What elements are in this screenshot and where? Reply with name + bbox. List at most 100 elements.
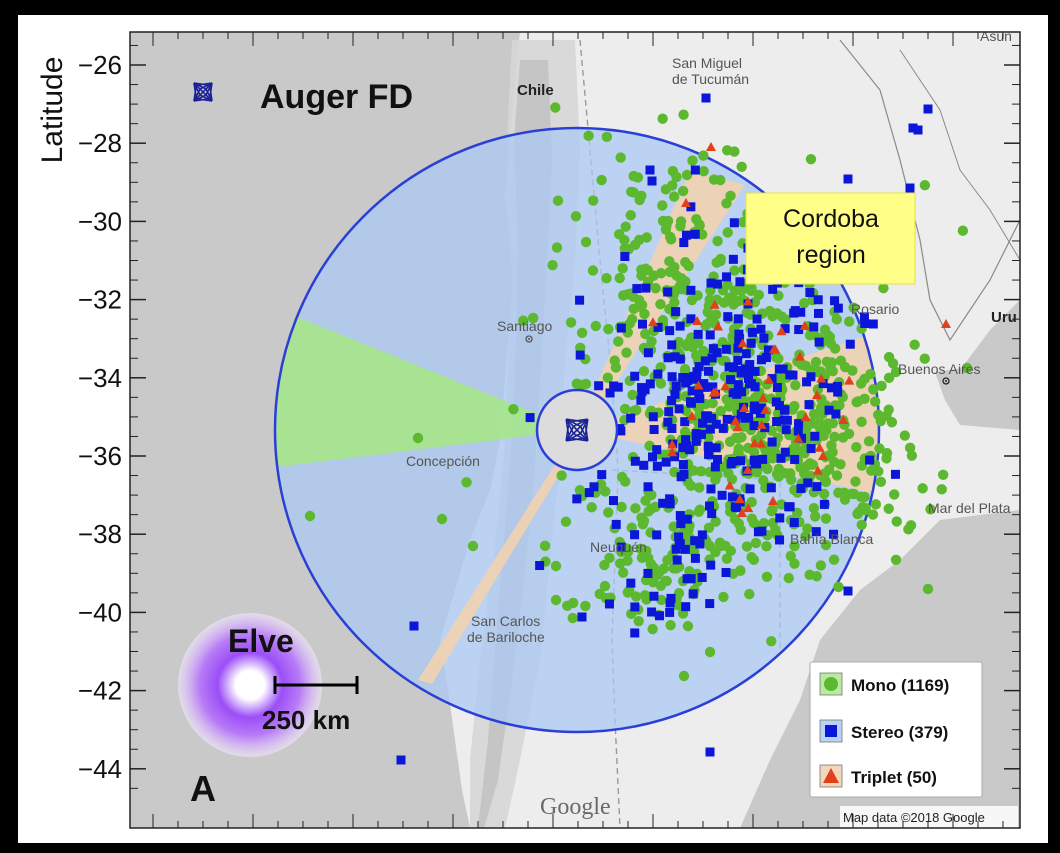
mono-event	[891, 516, 902, 527]
stereo-event	[643, 348, 653, 358]
mono-event	[726, 474, 738, 485]
stereo-event	[686, 314, 696, 324]
mono-event	[715, 405, 727, 417]
mono-event	[603, 507, 614, 518]
mono-event	[722, 227, 733, 238]
mono-event	[622, 555, 633, 566]
stereo-event	[637, 319, 647, 329]
stereo-event	[690, 553, 700, 563]
mono-event	[600, 486, 611, 497]
city-marker	[528, 338, 530, 340]
stereo-event	[695, 539, 705, 549]
mono-event	[874, 443, 885, 454]
stereo-event	[577, 612, 587, 622]
mono-event	[587, 265, 599, 276]
mono-event	[704, 294, 715, 305]
mono-event	[828, 554, 840, 565]
mono-event	[560, 516, 572, 527]
triplet-event	[776, 326, 787, 336]
mono-event	[648, 270, 660, 281]
mono-event	[694, 219, 705, 230]
mono-event	[790, 379, 801, 391]
stereo-event	[829, 529, 839, 539]
stereo-event	[833, 387, 843, 397]
mono-event	[678, 670, 690, 682]
mono-event	[744, 588, 755, 600]
stereo-event	[727, 492, 737, 502]
stereo-event	[826, 383, 836, 393]
mono-event	[508, 403, 519, 415]
mono-event	[646, 503, 657, 514]
title: Auger FD	[260, 78, 413, 116]
mono-event	[627, 389, 638, 401]
mono-event	[707, 397, 718, 409]
mono-event	[644, 440, 655, 452]
mono-event	[883, 404, 894, 415]
mono-event	[552, 195, 564, 206]
mono-event	[850, 476, 861, 487]
stereo-event	[683, 376, 693, 386]
mono-event	[680, 276, 691, 287]
mono-event	[571, 378, 582, 389]
y-tick-label: −30	[78, 206, 122, 236]
mono-event	[662, 554, 673, 566]
stereo-event	[649, 591, 659, 601]
stereo-event	[772, 382, 782, 392]
stereo-event	[686, 574, 696, 584]
stereo-event	[724, 362, 734, 372]
mono-event	[704, 540, 716, 552]
stereo-event	[803, 478, 813, 488]
mono-event	[800, 531, 811, 542]
stereo-event	[396, 755, 406, 765]
map-credit: Map data ©2018 Google	[843, 810, 985, 825]
stereo-event	[779, 405, 789, 415]
stereo-event	[890, 469, 900, 479]
stereo-event	[409, 621, 419, 631]
mono-event	[767, 453, 778, 464]
stereo-event	[923, 104, 933, 114]
mono-event	[820, 476, 832, 488]
stereo-event	[691, 429, 701, 439]
stereo-event	[706, 560, 716, 570]
stereo-event	[772, 417, 782, 427]
stereo-event	[868, 319, 878, 329]
mono-event	[688, 545, 700, 557]
stereo-event	[665, 607, 675, 617]
stereo-event	[736, 409, 746, 419]
stereo-event	[780, 447, 790, 457]
stereo-event	[713, 279, 723, 289]
mono-event	[919, 353, 930, 364]
mono-event	[889, 489, 900, 500]
mono-event	[637, 519, 649, 530]
border-line	[839, 39, 1020, 342]
stereo-event	[722, 272, 732, 282]
mono-event	[694, 482, 705, 493]
mono-event	[890, 366, 902, 378]
mono-event	[789, 558, 800, 569]
mono-event	[693, 506, 704, 517]
mono-event	[539, 540, 551, 552]
triplet-event	[817, 450, 828, 460]
stereo-event	[630, 628, 640, 638]
y-tick-label: −44	[78, 754, 122, 784]
stereo-event	[572, 494, 582, 504]
stereo-event	[671, 544, 681, 554]
mono-event	[826, 440, 837, 451]
stereo-event	[745, 484, 755, 494]
mono-event	[789, 400, 800, 412]
city-marker	[945, 380, 947, 382]
stereo-event	[630, 456, 640, 466]
stereo-event	[813, 295, 823, 305]
mono-event	[917, 483, 928, 494]
mono-event	[735, 565, 746, 576]
stereo-event	[746, 379, 756, 389]
y-tick-label: −38	[78, 519, 122, 549]
stereo-event	[759, 333, 769, 343]
mono-event	[815, 560, 827, 571]
mono-event	[638, 365, 650, 377]
stereo-event	[616, 323, 626, 333]
mono-event	[698, 345, 709, 357]
stereo-event	[733, 314, 743, 324]
stereo-event	[611, 519, 621, 529]
stereo-event	[752, 314, 762, 324]
